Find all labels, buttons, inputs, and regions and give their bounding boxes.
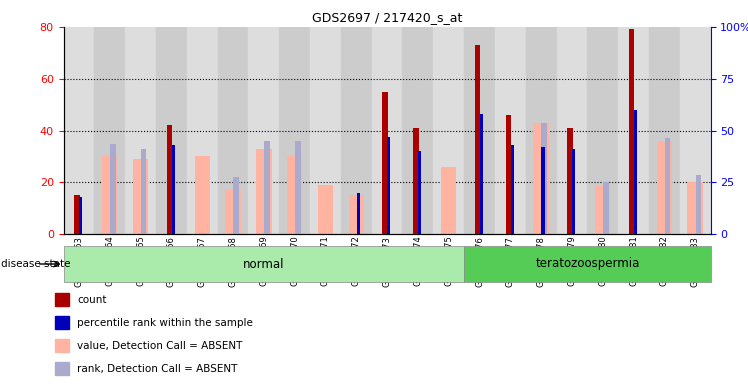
Bar (433, 27, 464, 234)
Bar (110, 144, 116, 234)
Bar (464, 246, 711, 282)
Bar (264, 141, 270, 234)
Text: count: count (77, 295, 106, 305)
Bar (55, 293, 70, 306)
Text: rank, Detection Call = ABSENT: rank, Detection Call = ABSENT (77, 364, 237, 374)
Bar (441, 167, 456, 234)
Bar (587, 27, 618, 234)
Bar (629, 30, 634, 234)
Bar (64, 246, 464, 282)
Text: disease state: disease state (1, 259, 70, 269)
Bar (511, 145, 514, 234)
Bar (533, 123, 549, 234)
Bar (187, 27, 218, 234)
Bar (141, 149, 147, 234)
Bar (687, 182, 703, 234)
Bar (218, 27, 248, 234)
Bar (194, 157, 210, 234)
Bar (167, 125, 172, 234)
Bar (225, 190, 241, 234)
Bar (418, 151, 421, 234)
Bar (387, 137, 390, 234)
Bar (506, 115, 511, 234)
Bar (567, 128, 573, 234)
Bar (680, 27, 711, 234)
Text: teratozoospermia: teratozoospermia (535, 258, 640, 270)
Bar (156, 27, 187, 234)
Bar (595, 185, 610, 234)
Bar (310, 27, 341, 234)
Bar (55, 339, 70, 352)
Bar (526, 27, 557, 234)
Bar (634, 110, 637, 234)
Bar (557, 27, 587, 234)
Bar (603, 182, 609, 234)
Text: GDS2697 / 217420_s_at: GDS2697 / 217420_s_at (312, 12, 462, 25)
Bar (79, 197, 82, 234)
Bar (256, 149, 272, 234)
Bar (649, 27, 680, 234)
Bar (125, 27, 156, 234)
Bar (382, 92, 388, 234)
Bar (657, 141, 672, 234)
Bar (618, 27, 649, 234)
Bar (542, 147, 545, 234)
Bar (479, 114, 483, 234)
Bar (475, 45, 480, 234)
Bar (696, 175, 701, 234)
Bar (248, 27, 279, 234)
Bar (172, 145, 175, 234)
Bar (372, 27, 402, 234)
Bar (341, 27, 372, 234)
Bar (74, 195, 80, 234)
Bar (55, 362, 70, 375)
Bar (357, 193, 360, 234)
Bar (402, 27, 433, 234)
Text: normal: normal (243, 258, 284, 270)
Bar (102, 157, 117, 234)
Bar (287, 157, 302, 234)
Bar (279, 27, 310, 234)
Bar (464, 27, 495, 234)
Bar (64, 27, 94, 234)
Bar (233, 177, 239, 234)
Bar (318, 185, 333, 234)
Text: percentile rank within the sample: percentile rank within the sample (77, 318, 253, 328)
Bar (133, 159, 148, 234)
Bar (94, 27, 125, 234)
Bar (665, 138, 670, 234)
Text: value, Detection Call = ABSENT: value, Detection Call = ABSENT (77, 341, 242, 351)
Bar (55, 316, 70, 329)
Bar (349, 195, 364, 234)
Bar (414, 128, 419, 234)
Bar (572, 149, 575, 234)
Bar (542, 123, 547, 234)
Bar (495, 27, 526, 234)
Bar (295, 141, 301, 234)
